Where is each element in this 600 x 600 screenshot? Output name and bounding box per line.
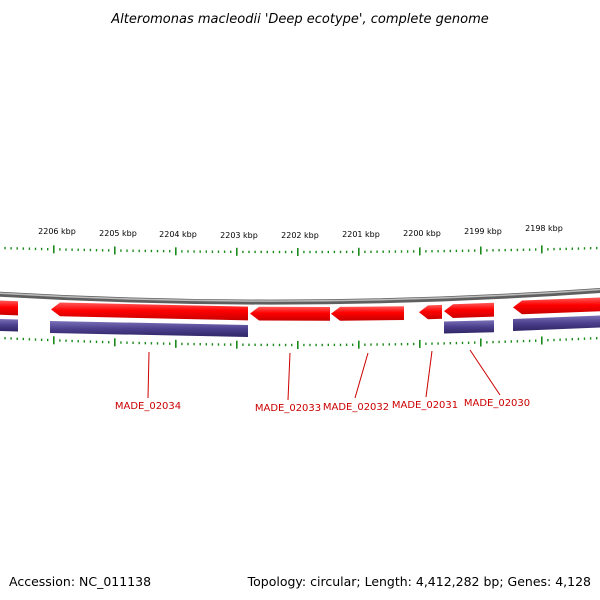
scale-ticks-top bbox=[4, 245, 598, 256]
scale-label-2202: 2202 kbp bbox=[281, 231, 319, 240]
leader-line-made-02032 bbox=[354, 352, 369, 399]
gene-feature-right-edge bbox=[513, 297, 600, 315]
scale-label-2198: 2198 kbp bbox=[525, 224, 563, 233]
leader-line-made-02030 bbox=[469, 349, 501, 396]
scale-label-2206: 2206 kbp bbox=[38, 227, 76, 236]
gene-leader-lines bbox=[147, 349, 501, 401]
map-title: Alteromonas macleodii 'Deep ecotype', co… bbox=[110, 12, 488, 27]
leader-line-made-02033 bbox=[287, 352, 291, 401]
gene-feature-made-02034 bbox=[51, 302, 248, 321]
cds-feature-made-02034 bbox=[50, 321, 248, 337]
gene-feature-made-02033 bbox=[250, 306, 330, 321]
cds-feature-made-02030 bbox=[444, 320, 494, 334]
scale-label-2200: 2200 kbp bbox=[403, 229, 441, 238]
scale-label-2203: 2203 kbp bbox=[220, 231, 258, 240]
gene-label-made-02032: MADE_02032 bbox=[323, 402, 389, 413]
cds-track bbox=[0, 315, 600, 337]
scale-label-2204: 2204 kbp bbox=[159, 230, 197, 239]
gene-feature-left-edge bbox=[0, 300, 18, 316]
scale-labels: 2206 kbp 2205 kbp 2204 kbp 2203 kbp 2202… bbox=[38, 224, 563, 240]
leader-line-made-02034 bbox=[147, 351, 150, 399]
gene-label-made-02034: MADE_02034 bbox=[115, 401, 181, 412]
scale-ticks-bottom bbox=[4, 336, 598, 349]
cds-feature-right-edge bbox=[513, 315, 600, 331]
gene-feature-made-02031 bbox=[419, 304, 442, 320]
topology-summary-text: Topology: circular; Length: 4,412,282 bp… bbox=[247, 574, 591, 589]
genome-backbone bbox=[0, 287, 600, 305]
gene-label-made-02031: MADE_02031 bbox=[392, 400, 458, 411]
scale-label-2201: 2201 kbp bbox=[342, 230, 380, 239]
gene-feature-made-02030 bbox=[444, 302, 494, 318]
gene-labels: MADE_02034 MADE_02033 MADE_02032 MADE_02… bbox=[115, 398, 530, 414]
scale-label-2205: 2205 kbp bbox=[99, 229, 137, 238]
scale-label-2199: 2199 kbp bbox=[464, 227, 502, 236]
cds-feature-left-edge bbox=[0, 319, 18, 332]
genome-backbone-highlight bbox=[0, 288, 600, 302]
leader-line-made-02031 bbox=[425, 350, 433, 398]
accession-text: Accession: NC_011138 bbox=[9, 574, 151, 589]
gene-feature-made-02032 bbox=[331, 306, 404, 321]
gene-label-made-02033: MADE_02033 bbox=[255, 403, 321, 414]
gene-label-made-02030: MADE_02030 bbox=[464, 398, 530, 409]
gene-track bbox=[0, 297, 600, 321]
